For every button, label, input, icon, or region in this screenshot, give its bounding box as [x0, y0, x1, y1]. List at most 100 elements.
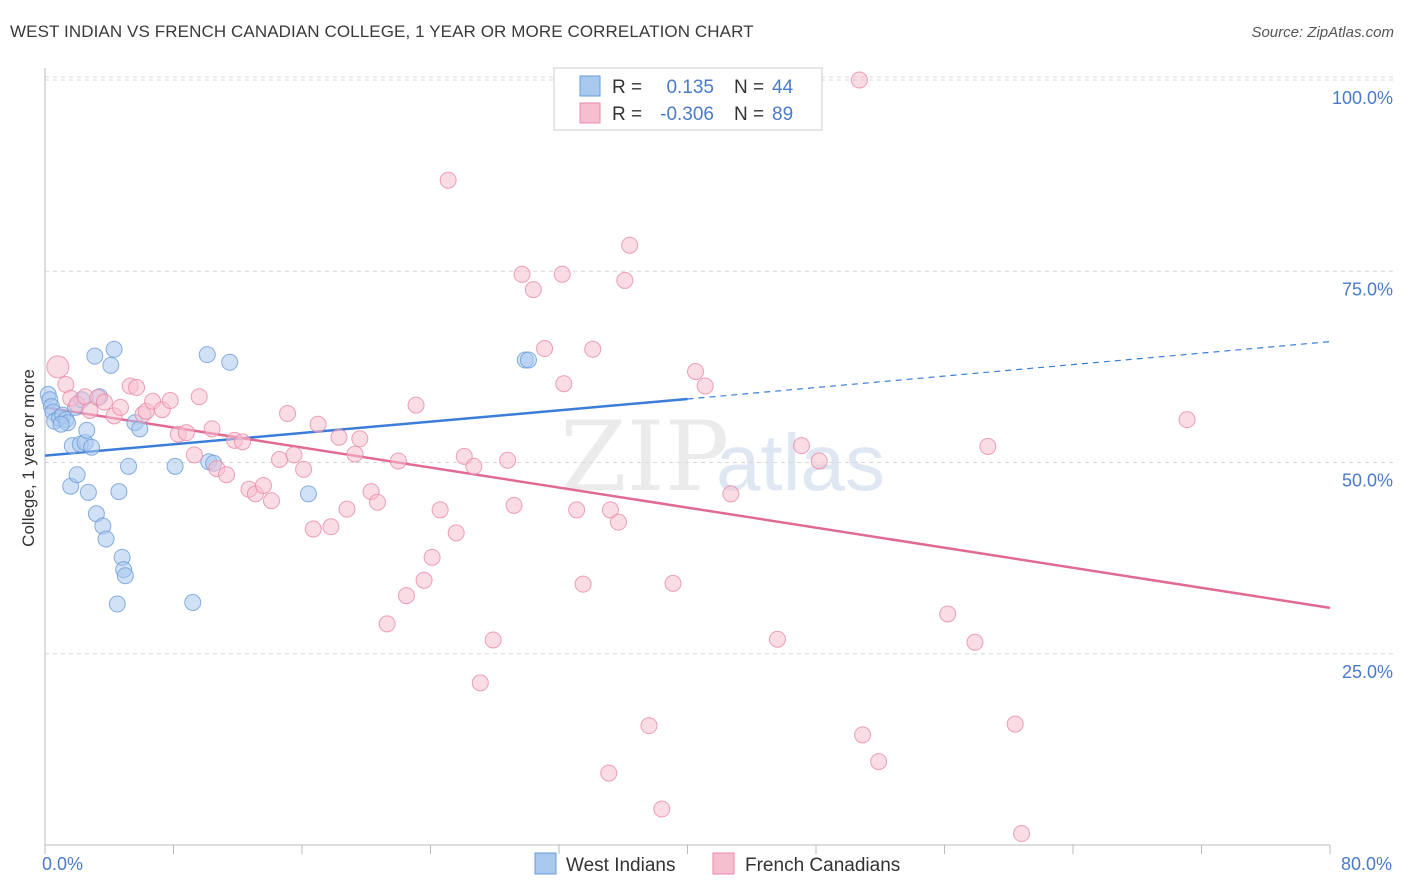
french-canadians-point: [810, 452, 828, 470]
french-canadians-point: [505, 496, 523, 514]
legend-n-label-2: N =: [734, 104, 764, 125]
french-canadians-point: [574, 575, 592, 593]
west-indians-point: [68, 466, 86, 484]
french-canadians-point: [696, 377, 714, 395]
french-canadians-point: [304, 520, 322, 538]
west-indians-point: [116, 567, 134, 585]
french-canadians-point: [185, 446, 203, 464]
french-canadians-point: [423, 548, 441, 566]
french-canadians-point: [640, 717, 658, 735]
trend-lines: [44, 341, 1331, 610]
french-canadians-point: [322, 518, 340, 536]
french-canadians-point: [687, 362, 705, 380]
west-indians-point: [166, 457, 184, 475]
west-indians-trend-extension: [687, 341, 1331, 400]
french-canadians-point: [285, 446, 303, 464]
french-canadians-point: [295, 460, 313, 478]
french-canadians-point: [499, 451, 517, 469]
french-canadians-point: [1013, 825, 1031, 843]
legend-r-label-1: R =: [612, 77, 642, 98]
west-indians-point: [79, 483, 97, 501]
french-canadians-point: [601, 501, 619, 519]
french-canadians-point: [447, 524, 465, 542]
french-canadians-point: [415, 571, 433, 589]
french-canadians-point: [111, 398, 129, 416]
west-indians-point: [198, 346, 216, 364]
french-canadians-point: [407, 396, 425, 414]
french-canadians-point: [177, 424, 195, 442]
french-canadians-point: [439, 171, 457, 189]
west-indians-point: [110, 483, 128, 501]
french-canadians-point: [234, 433, 252, 451]
french-canadians-point: [351, 430, 369, 448]
french-canadians-point: [653, 800, 671, 818]
french-canadians-point: [389, 452, 407, 470]
west-indians-point: [131, 420, 149, 438]
west-indians-point: [52, 415, 70, 433]
legend-r-value-2: -0.306: [660, 104, 714, 125]
bottom-legend-swatch-pink: [712, 852, 735, 875]
legend-swatch-blue: [579, 75, 601, 97]
west-indians-point: [108, 595, 126, 613]
french-canadians-point: [966, 633, 984, 651]
french-canadians-point: [1178, 411, 1196, 429]
french-canadians-point: [465, 457, 483, 475]
bottom-legend-swatch-blue: [534, 852, 557, 875]
french-canadians-trend-line: [44, 406, 1331, 610]
french-canadians-point: [722, 485, 740, 503]
french-canadians-point: [609, 513, 627, 531]
french-canadians-point: [513, 265, 531, 283]
bottom-legend-west-indians: West Indians: [566, 855, 675, 876]
french-canadians-point: [793, 437, 811, 455]
west-indians-trend-line: [44, 397, 688, 457]
gridlines: [45, 76, 1395, 655]
french-canadians-point: [95, 393, 113, 411]
french-canadians-point: [664, 574, 682, 592]
west-indians-point: [102, 356, 120, 374]
french-canadians-point: [536, 340, 554, 358]
french-canadians-point: [338, 500, 356, 518]
french-canadians-point: [346, 445, 364, 463]
french-canadians-point: [553, 265, 571, 283]
french-canadians-point: [203, 420, 221, 438]
french-canadians-point: [600, 764, 618, 782]
french-canadians-point: [768, 630, 786, 648]
french-canadians-point: [484, 631, 502, 649]
french-canadians-point: [271, 450, 289, 468]
legend-r-value-1: 0.135: [666, 77, 714, 98]
french-canadians-point: [1006, 715, 1024, 733]
bottom-legend-french-canadians: French Canadians: [745, 855, 900, 876]
west-indians-point: [78, 421, 96, 439]
x-tick-label-start: 0.0%: [42, 854, 83, 874]
french-canadians-point: [939, 605, 957, 623]
legend-r-label-2: R =: [612, 104, 642, 125]
x-tick-label-end: 80.0%: [1341, 854, 1392, 874]
french-canadians-point: [309, 415, 327, 433]
west-indians-point: [120, 457, 138, 475]
french-canadians-point: [471, 674, 489, 692]
french-canadians-point: [330, 428, 348, 446]
data-points: [39, 71, 1196, 843]
west-indians-point: [299, 485, 317, 503]
legend-n-value-1: 44: [772, 77, 794, 98]
bottom-legend: West Indians French Canadians: [534, 852, 900, 876]
y-tick-label: 100.0%: [1332, 88, 1393, 108]
watermark-zip: ZIP: [560, 401, 729, 513]
french-canadians-point: [254, 476, 272, 494]
chart-source: Source: ZipAtlas.com: [1251, 24, 1394, 41]
french-canadians-point: [854, 726, 872, 744]
french-canadians-point: [870, 753, 888, 771]
west-indians-point: [105, 340, 123, 358]
french-canadians-point: [431, 501, 449, 519]
legend: R = 0.135 N = 44 R = -0.306 N = 89: [553, 67, 823, 131]
french-canadians-point: [81, 401, 99, 419]
french-canadians-point: [555, 375, 573, 393]
french-canadians-point: [524, 281, 542, 299]
french-canadians-point: [128, 379, 146, 397]
french-canadians-point: [190, 388, 208, 406]
y-tick-label: 50.0%: [1342, 471, 1393, 491]
french-canadians-point: [850, 71, 868, 89]
y-axis-label: College, 1 year or more: [19, 369, 38, 547]
west-indians-point: [519, 351, 537, 369]
